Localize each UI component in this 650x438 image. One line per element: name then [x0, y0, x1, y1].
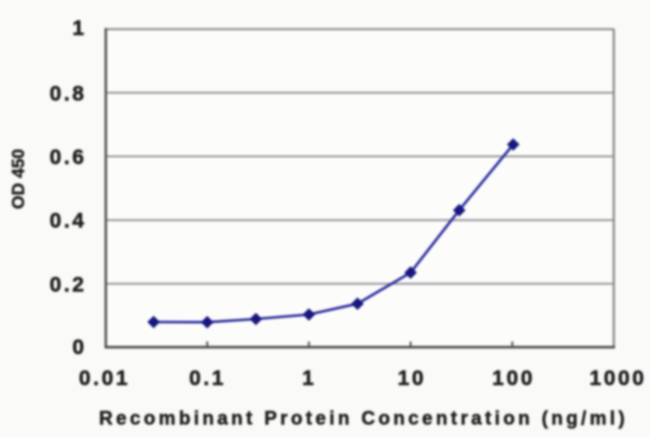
svg-text:1: 1 — [302, 367, 316, 390]
svg-text:0.6: 0.6 — [50, 146, 87, 169]
svg-text:0.1: 0.1 — [189, 367, 226, 390]
svg-text:0.01: 0.01 — [79, 367, 130, 390]
svg-text:1: 1 — [72, 17, 86, 40]
svg-text:0.2: 0.2 — [50, 273, 87, 296]
svg-text:100: 100 — [492, 367, 535, 390]
svg-text:Recombinant Protein Concentrat: Recombinant Protein Concentration (ng/ml… — [99, 409, 628, 430]
svg-text:OD 450: OD 450 — [8, 149, 28, 210]
svg-text:10: 10 — [398, 367, 427, 390]
svg-text:0.8: 0.8 — [50, 82, 87, 105]
svg-text:0: 0 — [72, 336, 86, 359]
svg-text:1000: 1000 — [589, 367, 646, 390]
svg-text:0.4: 0.4 — [50, 210, 87, 233]
